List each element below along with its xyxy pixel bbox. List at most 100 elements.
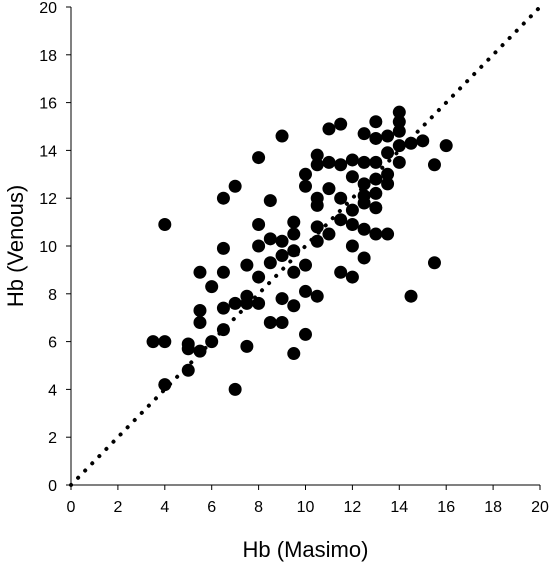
x-tick-label: 18 <box>484 499 502 516</box>
data-points <box>146 105 453 396</box>
data-point <box>310 148 324 162</box>
y-tick-label: 16 <box>39 96 57 113</box>
data-point <box>228 296 242 310</box>
data-point <box>381 227 395 241</box>
data-point <box>381 167 395 181</box>
y-tick-label: 18 <box>39 48 57 65</box>
data-point <box>334 213 348 227</box>
data-point <box>357 196 371 210</box>
data-point <box>299 327 312 341</box>
data-point <box>404 289 418 303</box>
data-point <box>427 158 441 172</box>
data-point <box>205 335 219 349</box>
data-point <box>299 284 312 298</box>
data-point <box>228 179 242 193</box>
y-tick-label: 20 <box>39 0 57 17</box>
data-point <box>252 270 266 284</box>
data-point <box>345 270 359 284</box>
y-tick-label: 2 <box>48 430 57 447</box>
data-point <box>357 155 371 169</box>
x-tick-label: 8 <box>254 499 263 516</box>
data-point <box>287 347 301 361</box>
data-point <box>334 158 348 172</box>
data-point <box>369 155 383 169</box>
data-point <box>193 315 207 329</box>
data-point <box>357 177 371 191</box>
x-tick-label: 16 <box>437 499 455 516</box>
data-point <box>334 265 348 279</box>
x-tick-label: 20 <box>531 499 549 516</box>
data-point <box>392 105 406 119</box>
x-ticks: 0 2 4 6 8 10 12 14 16 18 20 <box>67 485 549 516</box>
data-point <box>158 217 172 231</box>
data-point <box>369 186 383 200</box>
data-point <box>357 127 371 141</box>
reference-line-group <box>69 5 542 487</box>
data-point <box>310 158 324 172</box>
data-point <box>181 363 195 377</box>
data-point <box>263 256 277 270</box>
data-point <box>334 191 348 205</box>
data-point <box>322 227 336 241</box>
y-axis-title: Hb (Venous) <box>3 185 28 307</box>
data-point <box>369 115 383 129</box>
x-tick-label: 0 <box>67 499 76 516</box>
data-point <box>310 289 324 303</box>
data-point <box>345 203 359 217</box>
x-tick-label: 6 <box>207 499 216 516</box>
data-point <box>252 296 266 310</box>
data-point <box>216 241 230 255</box>
data-point <box>299 167 312 181</box>
data-point <box>181 342 195 356</box>
x-tick-label: 4 <box>160 499 169 516</box>
data-point <box>275 315 289 329</box>
data-point <box>287 227 301 241</box>
data-point <box>369 227 383 241</box>
data-point <box>322 182 336 196</box>
x-axis-title: Hb (Masimo) <box>243 537 369 562</box>
data-point <box>275 129 289 143</box>
data-point <box>193 344 207 358</box>
data-point <box>287 299 301 313</box>
data-point <box>287 244 301 258</box>
data-point <box>381 146 395 160</box>
data-point <box>439 139 453 153</box>
data-point <box>416 134 430 148</box>
data-point <box>381 177 395 191</box>
data-point <box>392 124 406 138</box>
data-point <box>240 258 254 272</box>
data-point <box>263 194 277 208</box>
y-tick-label: 10 <box>39 239 57 256</box>
data-point <box>369 172 383 186</box>
data-point <box>392 155 406 169</box>
data-point <box>334 117 348 131</box>
data-point <box>345 170 359 184</box>
data-point <box>205 280 219 294</box>
x-tick-label: 14 <box>390 499 408 516</box>
data-point <box>427 256 441 270</box>
data-point <box>263 315 277 329</box>
data-point <box>392 115 406 129</box>
data-point <box>345 153 359 167</box>
data-point <box>310 220 324 234</box>
data-point <box>310 234 324 248</box>
data-point <box>299 179 312 193</box>
data-point <box>240 296 254 310</box>
data-point <box>158 335 172 349</box>
data-point <box>345 239 359 253</box>
data-point <box>252 239 266 253</box>
x-tick-label: 10 <box>297 499 315 516</box>
data-point <box>240 339 254 353</box>
data-point <box>287 215 301 229</box>
data-point <box>369 201 383 215</box>
data-point <box>404 136 418 150</box>
data-point <box>299 258 312 272</box>
x-tick-label: 2 <box>113 499 122 516</box>
identity-reference-line <box>69 5 542 487</box>
data-point <box>310 198 324 212</box>
y-tick-label: 8 <box>48 287 57 304</box>
data-point <box>193 304 207 318</box>
y-ticks: 0 2 4 6 8 10 12 14 16 18 20 <box>39 0 71 495</box>
data-point <box>357 251 371 265</box>
